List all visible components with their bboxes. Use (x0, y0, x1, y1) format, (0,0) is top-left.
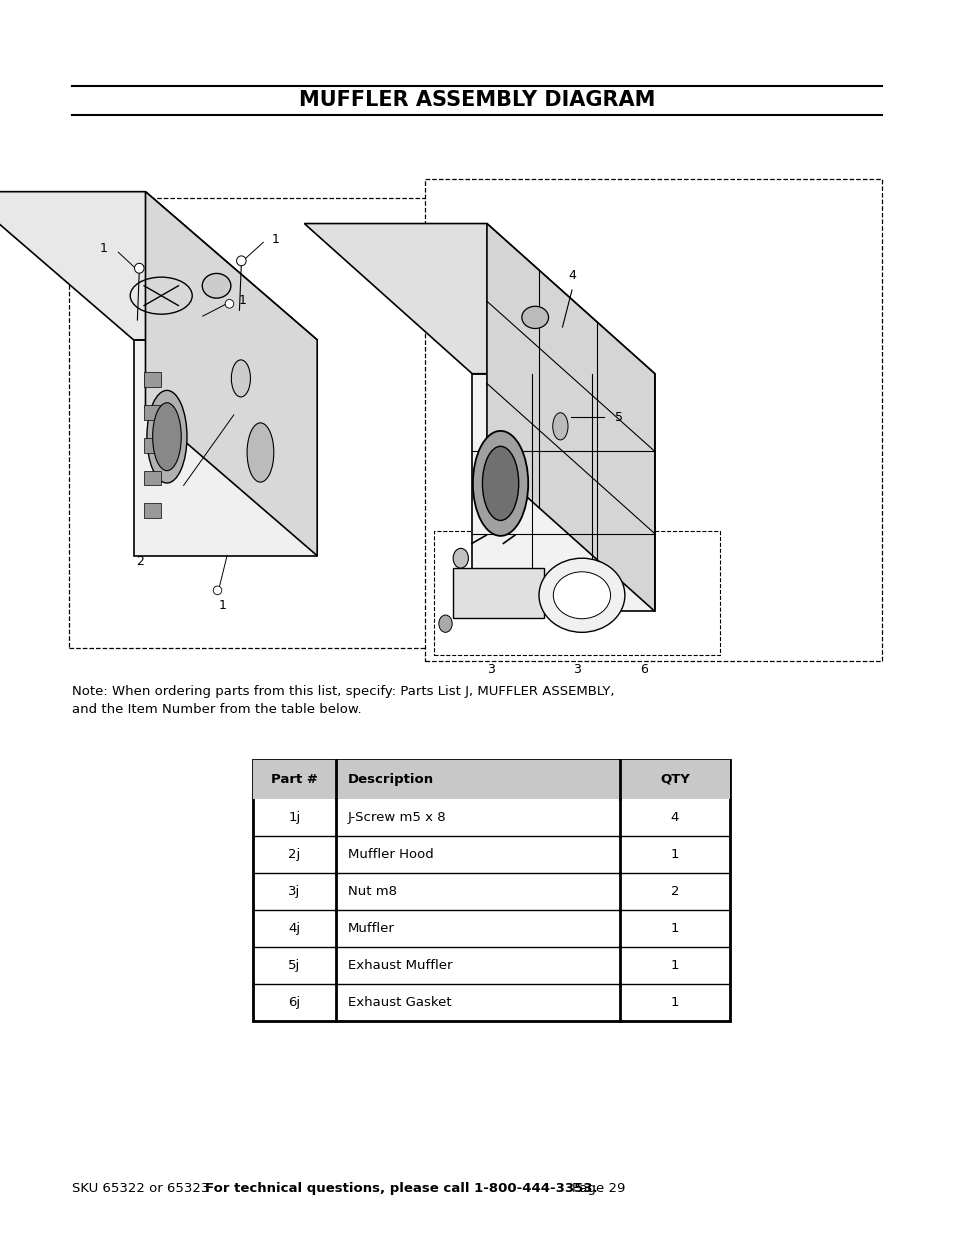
Text: 5: 5 (614, 411, 622, 424)
Ellipse shape (225, 300, 233, 308)
Text: 4: 4 (567, 269, 576, 282)
Ellipse shape (231, 359, 250, 396)
Text: 2j: 2j (288, 848, 300, 861)
Bar (424, 179, 882, 661)
Bar (143, 471, 160, 485)
Text: 6j: 6j (288, 997, 300, 1009)
Text: Exhaust Muffler: Exhaust Muffler (348, 960, 452, 972)
Ellipse shape (147, 390, 187, 483)
Ellipse shape (236, 256, 246, 266)
Polygon shape (486, 224, 654, 611)
Ellipse shape (473, 431, 528, 536)
Text: 2: 2 (670, 885, 679, 898)
Text: 1: 1 (272, 233, 279, 246)
Polygon shape (304, 224, 654, 374)
Ellipse shape (553, 572, 610, 619)
Polygon shape (0, 191, 316, 340)
Text: 3j: 3j (288, 885, 300, 898)
Text: J-Screw m5 x 8: J-Screw m5 x 8 (348, 811, 446, 824)
Ellipse shape (134, 263, 144, 273)
Text: 3: 3 (573, 663, 580, 676)
Text: Nut m8: Nut m8 (348, 885, 396, 898)
Polygon shape (472, 374, 654, 611)
Ellipse shape (213, 585, 221, 594)
Ellipse shape (482, 446, 518, 520)
Text: Exhaust Gasket: Exhaust Gasket (348, 997, 451, 1009)
Bar (143, 504, 160, 519)
Bar (253, 760, 729, 1021)
Text: 1: 1 (670, 848, 679, 861)
Text: 1: 1 (218, 599, 226, 611)
Text: 1: 1 (670, 923, 679, 935)
Text: QTY: QTY (659, 773, 689, 785)
Ellipse shape (152, 403, 181, 471)
Text: Muffler Hood: Muffler Hood (348, 848, 433, 861)
Bar (453, 568, 543, 618)
Text: Description: Description (348, 773, 434, 785)
Text: Part #: Part # (271, 773, 317, 785)
Text: 1: 1 (100, 242, 108, 254)
Text: 4j: 4j (288, 923, 300, 935)
Text: 1: 1 (238, 294, 247, 306)
Bar (253, 760, 729, 799)
Bar (434, 531, 720, 655)
Text: 6: 6 (639, 663, 647, 676)
Text: SKU 65322 or 65323: SKU 65322 or 65323 (71, 1182, 213, 1194)
Text: 1j: 1j (288, 811, 300, 824)
Text: MUFFLER ASSEMBLY DIAGRAM: MUFFLER ASSEMBLY DIAGRAM (298, 90, 655, 110)
Text: 2: 2 (136, 555, 144, 568)
Text: Muffler: Muffler (348, 923, 395, 935)
Ellipse shape (453, 548, 468, 568)
Ellipse shape (538, 558, 624, 632)
Text: 1: 1 (670, 997, 679, 1009)
Text: 1: 1 (670, 960, 679, 972)
Text: For technical questions, please call 1-800-444-3353.: For technical questions, please call 1-8… (205, 1182, 598, 1194)
Ellipse shape (438, 615, 452, 632)
Text: 3: 3 (487, 663, 495, 676)
Ellipse shape (202, 273, 231, 298)
Ellipse shape (247, 422, 274, 482)
Bar (143, 405, 160, 420)
Text: Page 29: Page 29 (572, 1182, 625, 1194)
Ellipse shape (521, 306, 548, 329)
Text: 4: 4 (670, 811, 679, 824)
Ellipse shape (552, 412, 567, 440)
Text: 5j: 5j (288, 960, 300, 972)
Bar (143, 437, 160, 452)
Polygon shape (133, 340, 316, 556)
Polygon shape (146, 191, 316, 556)
Bar (143, 372, 160, 387)
Text: Note: When ordering parts from this list, specify: Parts List J, MUFFLER ASSEMBL: Note: When ordering parts from this list… (71, 685, 614, 716)
Bar (69, 198, 493, 648)
